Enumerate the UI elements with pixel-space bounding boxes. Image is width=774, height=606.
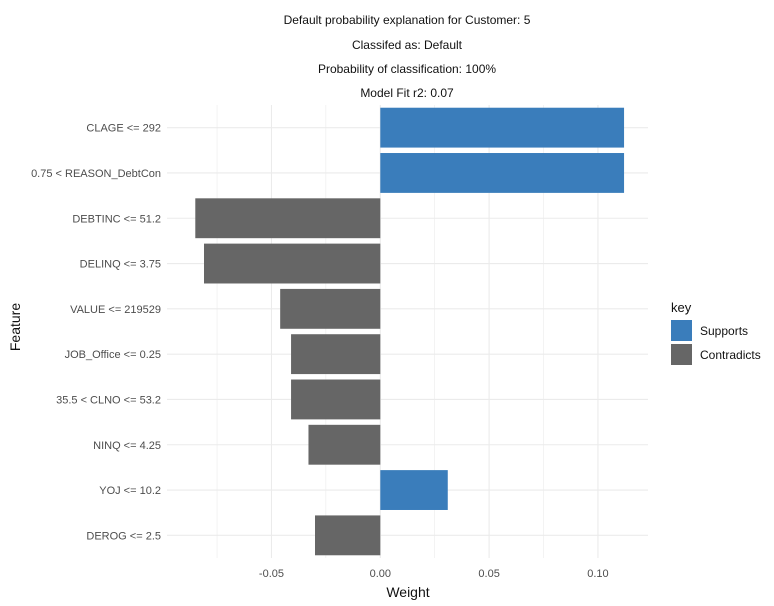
y-tick-label: JOB_Office <= 0.25 [65,349,161,361]
bar-contradicts [291,334,381,375]
bar-supports [380,470,448,510]
bar-contradicts [308,424,381,465]
legend-swatch-contradicts [671,344,692,365]
y-tick-label: 35.5 < CLNO <= 53.2 [56,394,161,406]
legend-label-contradicts: Contradicts [700,348,761,362]
y-tick-label: NINQ <= 4.25 [93,440,161,452]
y-axis-title: Feature [7,303,23,351]
bar-contradicts [204,243,381,284]
chart-subtitle-probability: Probability of classification: 100% [317,62,497,76]
x-tick-label: 0.00 [370,568,391,580]
bar-contradicts [315,515,381,556]
bar-supports [380,107,625,148]
legend-label-supports: Supports [700,324,748,338]
x-tick-label: 0.05 [478,568,499,580]
y-tick-labels: CLAGE <= 292 0.75 < REASON_DebtCon DEBTINC… [31,123,161,543]
bar-contradicts [291,379,381,420]
y-tick-label: YOJ <= 10.2 [99,485,161,497]
legend-swatch-supports [671,320,692,341]
y-tick-label: VALUE <= 219529 [70,304,161,316]
x-axis-title: Weight [386,584,429,600]
y-tick-label: DELINQ <= 3.75 [80,259,161,271]
bar-supports [380,153,625,193]
bar-layer [195,107,625,556]
chart-subtitle-classification: Classifed as: Default [351,38,463,52]
y-tick-label: DEBTINC <= 51.2 [72,213,161,225]
legend: key Supports Contradicts [671,300,761,365]
y-tick-label: 0.75 < REASON_DebtCon [31,168,161,180]
chart-subtitle-model-fit: Model Fit r2: 0.07 [360,86,454,100]
bar-contradicts [195,198,381,239]
legend-title: key [671,300,692,315]
chart-title: Default probability explanation for Cust… [283,13,531,27]
bar-contradicts [280,288,381,329]
x-tick-label: -0.05 [259,568,284,580]
y-tick-label: DEROG <= 2.5 [86,530,161,542]
x-tick-labels: -0.05 0.00 0.05 0.10 [259,568,609,580]
y-tick-label: CLAGE <= 292 [86,123,161,135]
x-tick-label: 0.10 [587,568,608,580]
